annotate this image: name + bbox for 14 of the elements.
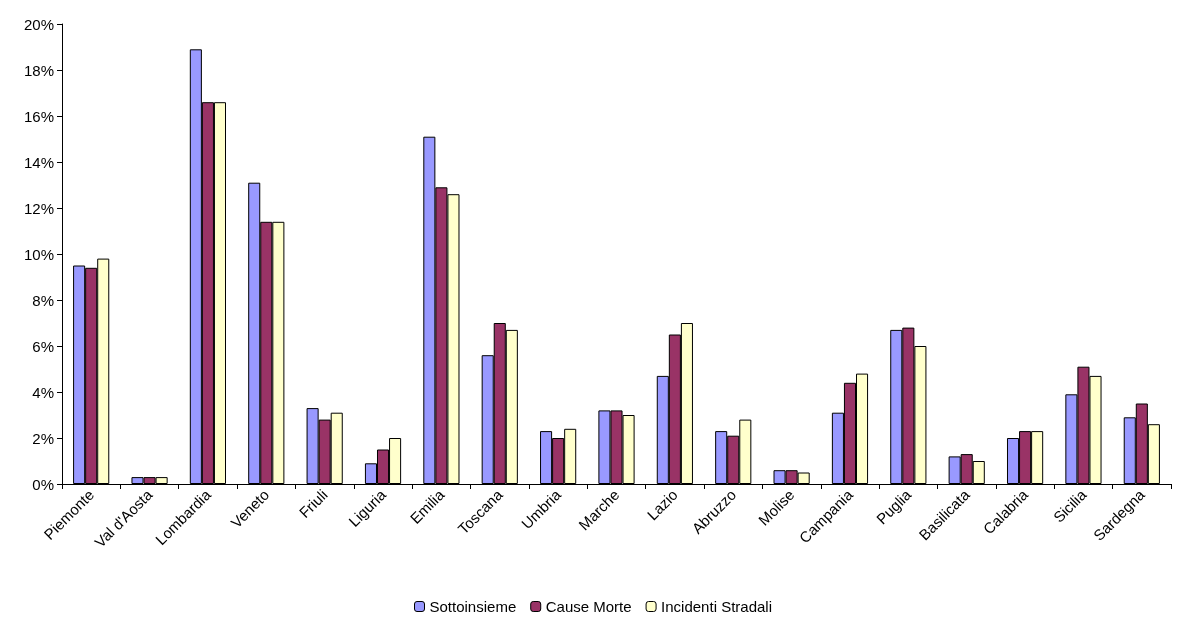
y-tick-label: 8%	[32, 291, 54, 309]
y-tick-label: 20%	[23, 15, 54, 33]
y-tick-label: 10%	[23, 245, 54, 263]
y-tick-label: 14%	[23, 153, 54, 171]
y-tick-label: 2%	[32, 429, 54, 447]
legend-label: Incidenti Stradali	[661, 598, 772, 615]
y-tick-label: 4%	[32, 383, 54, 401]
y-tick-label: 12%	[23, 199, 54, 217]
y-tick-label: 0%	[32, 475, 54, 493]
legend-label: Sottoinsieme	[429, 598, 517, 615]
legend-label: Cause Morte	[545, 598, 632, 615]
y-tick-label: 16%	[23, 107, 54, 125]
y-tick-label: 18%	[23, 61, 54, 79]
y-tick-label: 6%	[32, 337, 54, 355]
